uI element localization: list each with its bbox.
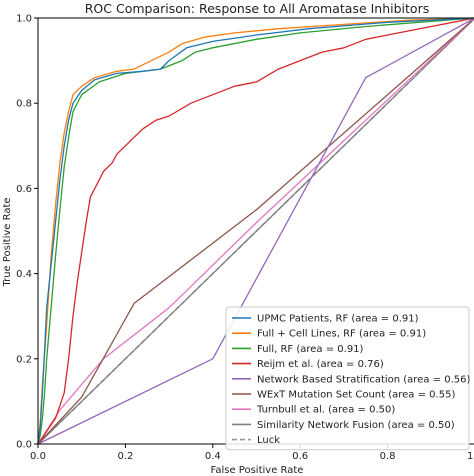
series-line-6	[37, 18, 474, 445]
legend-label-5: WExT Mutation Set Count (area = 0.55)	[257, 390, 455, 401]
series-line-7	[37, 18, 474, 445]
x-tick-label: 0.2	[117, 451, 133, 462]
series-line-2	[37, 17, 474, 445]
legend-label-4: Network Based Stratification (area = 0.5…	[257, 374, 470, 385]
legend-label-7: Similarity Network Fusion (area = 0.50)	[257, 420, 455, 431]
y-axis-label: True Positive Rate	[2, 197, 13, 287]
x-axis-label: False Positive Rate	[211, 465, 304, 476]
x-tick-label: 0.4	[205, 451, 221, 462]
series-line-0	[37, 17, 474, 445]
x-tick-label: 1.0	[467, 451, 474, 462]
x-tick-label: 0.0	[30, 451, 46, 462]
series-line-4	[37, 17, 474, 445]
legend-label-3: Reijm et al. (area = 0.76)	[257, 359, 384, 370]
ticks-layer: 0.0 0.2 0.4 0.6 0.8 1.0 0.0 0.2 0.4 0.6 0.8 1.0	[16, 14, 474, 463]
legend: UPMC Patients, RF (area = 0.91) Full + Ce…	[225, 306, 470, 451]
y-tick-label: 0.0	[16, 440, 32, 451]
legend-label-6: Turnbull et al. (area = 0.50)	[256, 405, 395, 416]
y-tick-label: 0.6	[16, 184, 32, 195]
x-tick-label: 0.6	[292, 451, 308, 462]
series-line-3	[37, 17, 474, 445]
y-tick-label: 0.8	[16, 99, 32, 110]
legend-label-0: UPMC Patients, RF (area = 0.91)	[257, 314, 419, 325]
x-tick-label: 0.8	[380, 451, 396, 462]
legend-box	[225, 306, 470, 451]
y-tick-label: 1.0	[16, 14, 32, 25]
y-tick-label: 0.4	[16, 269, 32, 280]
legend-label-8: Luck	[257, 435, 280, 446]
series-layer	[37, 17, 474, 445]
legend-label-2: Full, RF (area = 0.91)	[257, 344, 364, 355]
legend-label-1: Full + Cell Lines, RF (area = 0.91)	[257, 329, 426, 340]
y-tick-label: 0.2	[16, 354, 32, 365]
chart-title: ROC Comparison: Response to All Aromatas…	[85, 1, 430, 16]
